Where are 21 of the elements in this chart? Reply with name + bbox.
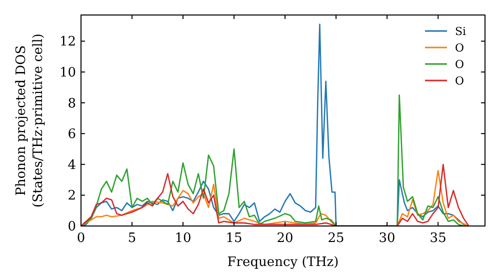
x-tick-label: 5 (128, 231, 136, 246)
x-tick-label: 10 (174, 231, 192, 246)
y-tick-label: 4 (68, 158, 76, 173)
x-tick-label: 25 (328, 231, 344, 246)
x-tick-label: 15 (226, 231, 242, 246)
x-tick-label: 35 (430, 231, 446, 246)
y-tick-label: 6 (68, 127, 76, 142)
line-series (81, 94, 464, 226)
y-axis-title: Phonon projected DOS (States/THz·primitive cell) (14, 33, 46, 208)
y-tick-label: 0 (68, 220, 76, 234)
legend-label: Si (455, 25, 467, 38)
x-tick-label: 30 (378, 231, 396, 246)
legend-label: O (455, 74, 464, 88)
y-tick-label: 2 (68, 188, 76, 204)
y-tick-label: 12 (59, 34, 76, 50)
x-tick-label: 20 (276, 231, 294, 246)
legend-label: O (455, 58, 464, 71)
x-axis-title: Frequency (THz) (227, 255, 339, 270)
y-tick-label: 10 (59, 65, 76, 80)
y-tick-label: 8 (68, 96, 76, 112)
legend-label: O (455, 42, 464, 54)
